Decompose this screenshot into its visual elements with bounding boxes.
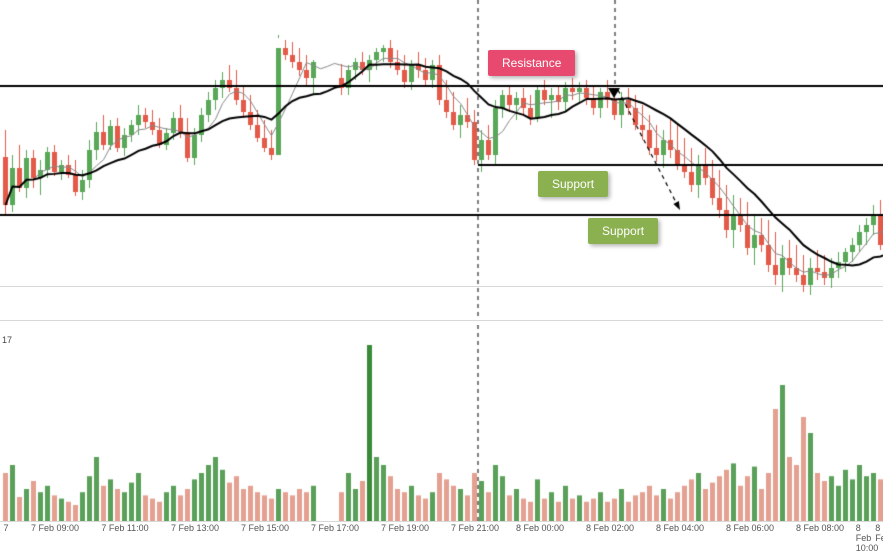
xtick: 7 Feb 17:00 — [311, 523, 359, 533]
xtick: 7 — [3, 523, 8, 533]
xtick: 7 Feb 19:00 — [381, 523, 429, 533]
xtick: 7 Feb 09:00 — [31, 523, 79, 533]
xtick: 8 Feb 08:00 — [796, 523, 844, 533]
price-chart[interactable] — [0, 0, 883, 320]
chart-container: Resistance Support Support 17 7 7 Feb 09:… — [0, 0, 883, 541]
support-label-2: Support — [588, 218, 658, 244]
xtick: 7 Feb 13:00 — [171, 523, 219, 533]
x-axis: 7 7 Feb 09:00 7 Feb 11:00 7 Feb 13:00 7 Feb … — [0, 523, 883, 539]
xtick: 8 Feb 00:00 — [516, 523, 564, 533]
xtick: 8 Feb 04:00 — [656, 523, 704, 533]
xtick: 7 Feb 21:00 — [451, 523, 499, 533]
volume-chart[interactable] — [0, 325, 883, 521]
xaxis-line — [0, 521, 883, 522]
resistance-label: Resistance — [488, 50, 575, 76]
volume-ytick: 17 — [2, 335, 12, 345]
xtick: 7 Feb 11:00 — [101, 523, 148, 533]
panel-divider — [0, 320, 883, 321]
xtick: 8 Feb 02:00 — [586, 523, 634, 533]
support-label-1: Support — [538, 171, 608, 197]
xtick: 8 Feb 06:00 — [726, 523, 774, 533]
xtick: 8 Feb — [875, 523, 883, 543]
xtick: 7 Feb 15:00 — [241, 523, 289, 533]
